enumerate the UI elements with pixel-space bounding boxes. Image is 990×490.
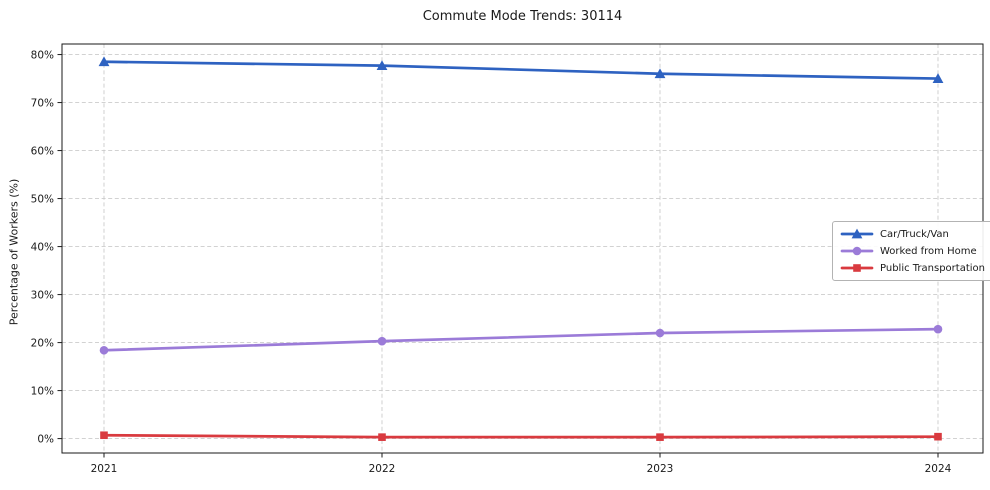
- legend: Car/Truck/Van Worked from Home Public Tr…: [832, 221, 990, 281]
- y-tick-label: 40%: [31, 241, 54, 253]
- y-tick-label: 20%: [31, 337, 54, 349]
- x-tick-label: 2023: [647, 463, 674, 475]
- legend-label: Worked from Home: [880, 245, 977, 257]
- legend-item-car-truck-van: Car/Truck/Van: [840, 227, 985, 241]
- chart-title: Commute Mode Trends: 30114: [422, 9, 623, 24]
- data-point-worked-from-home: [655, 328, 665, 338]
- legend-label: Car/Truck/Van: [880, 228, 949, 240]
- x-tick-label: 2021: [91, 463, 118, 475]
- legend-circle-line-icon: [840, 246, 874, 256]
- data-point-worked-from-home: [99, 345, 109, 355]
- legend-triangle-line-icon: [840, 228, 874, 239]
- y-tick-label: 50%: [31, 193, 54, 205]
- data-point-car-truck-van: [932, 73, 944, 83]
- y-tick-label: 60%: [31, 145, 54, 157]
- data-point-car-truck-van: [98, 56, 110, 67]
- legend-item-public-transportation: Public Transportation: [840, 261, 985, 275]
- y-tick-label: 80%: [31, 49, 54, 61]
- legend-square-line-icon: [840, 264, 874, 272]
- y-tick-label: 10%: [31, 385, 54, 397]
- data-point-public-transportation: [100, 431, 108, 440]
- data-point-worked-from-home: [933, 324, 943, 334]
- legend-label: Public Transportation: [880, 262, 985, 274]
- data-point-public-transportation: [656, 433, 664, 441]
- legend-item-worked-from-home: Worked from Home: [840, 244, 985, 258]
- legend-marker-triangle-icon: [851, 228, 863, 239]
- series-line-public-transportation: [102, 433, 940, 439]
- y-tick-label: 70%: [31, 97, 54, 109]
- data-point-worked-from-home: [377, 336, 387, 346]
- legend-marker-circle-icon: [852, 246, 862, 256]
- series-line-worked-from-home: [102, 327, 940, 352]
- data-point-public-transportation: [378, 433, 386, 441]
- legend-marker-square-icon: [853, 264, 861, 272]
- series-line-car-truck-van: [102, 60, 940, 80]
- y-tick-label: 0%: [37, 433, 54, 445]
- data-point-public-transportation: [934, 432, 942, 441]
- data-point-car-truck-van: [654, 68, 666, 79]
- x-tick-label: 2022: [369, 463, 396, 475]
- x-tick-label: 2024: [925, 463, 952, 475]
- y-tick-label: 30%: [31, 289, 54, 301]
- data-point-car-truck-van: [376, 60, 388, 71]
